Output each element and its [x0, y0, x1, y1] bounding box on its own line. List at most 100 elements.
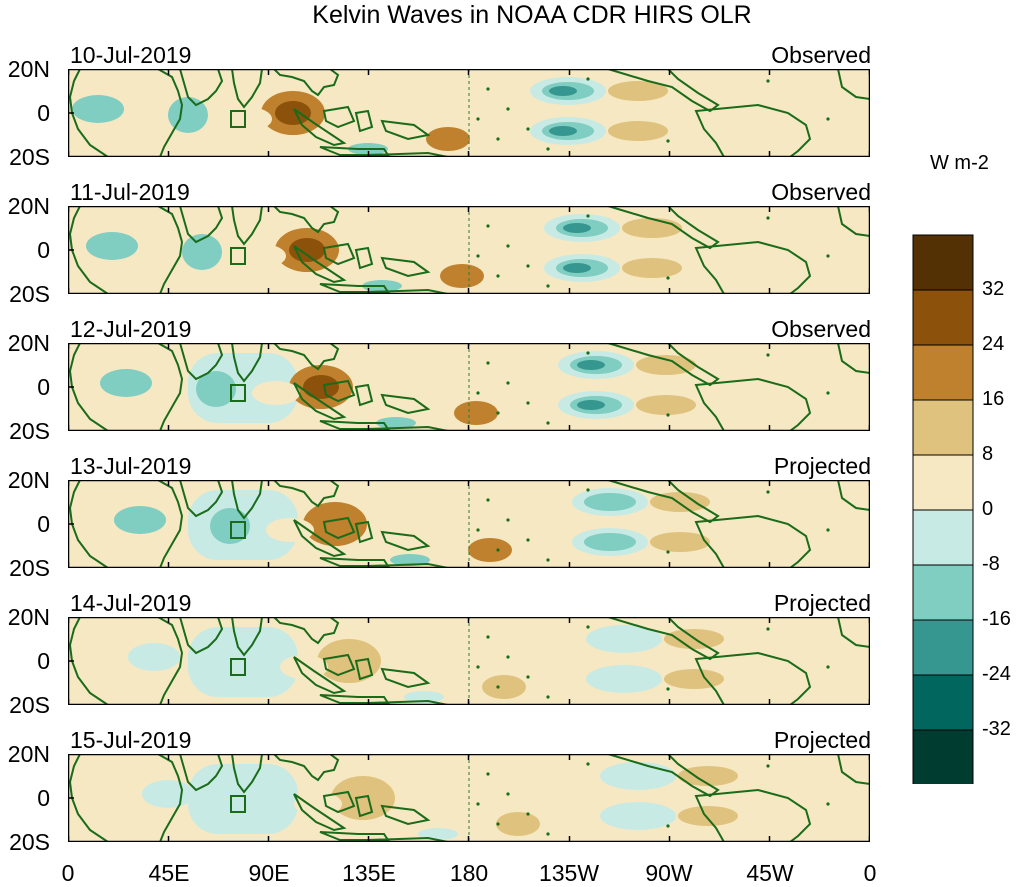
coastline [319, 694, 390, 704]
anomaly-contour [738, 784, 818, 824]
coastline [272, 343, 340, 371]
island-dot [546, 147, 550, 151]
coastline [293, 245, 347, 284]
coastline [607, 206, 720, 250]
anomaly-contour [636, 355, 696, 375]
island-dot [506, 244, 510, 248]
anomaly-contour [650, 532, 710, 552]
coastline [68, 617, 184, 705]
island-dot [496, 137, 500, 141]
region-box [230, 110, 246, 128]
island-dot [476, 254, 480, 258]
anomaly-contour [636, 395, 696, 415]
anomaly-contour [404, 691, 444, 703]
colorbar-swatch [912, 509, 974, 566]
y-tick-label: 20S [9, 144, 50, 170]
island-dot [666, 276, 670, 280]
coastline [836, 343, 870, 375]
anomaly-contour [678, 806, 738, 826]
y-tick-label: 0 [37, 511, 50, 537]
island-dot [526, 264, 530, 268]
colorbar-label: 8 [982, 443, 994, 465]
anomaly-contour [608, 81, 668, 101]
colorbar-label: 0 [982, 498, 994, 520]
anomaly-contour [317, 512, 353, 536]
colorbar-label: -32 [982, 718, 1011, 740]
anomaly-contour [549, 86, 577, 96]
colorbar-swatch [912, 619, 974, 676]
coastline [230, 206, 264, 246]
coastline [322, 379, 356, 403]
x-tick-label: 135E [342, 860, 396, 886]
olr-map-panel [68, 343, 870, 431]
x-tick-label: 90E [248, 860, 290, 886]
colorbar-label: 32 [982, 278, 1005, 300]
y-tick-label: 0 [37, 237, 50, 263]
anomaly-contour [238, 782, 278, 818]
coastline [230, 617, 264, 657]
anomaly-contour [496, 812, 540, 836]
coastline [68, 343, 184, 431]
anomaly-contour [622, 218, 682, 238]
coastline [293, 519, 347, 558]
coastline [293, 793, 347, 832]
olr-map-panel [68, 206, 870, 294]
anomaly-contour [678, 766, 738, 786]
island-dot [586, 214, 590, 218]
anomaly-contour [563, 263, 591, 273]
anomaly-contour [664, 669, 724, 689]
island-dot [766, 627, 770, 631]
olr-map-panel [68, 480, 870, 568]
anomaly-contour [577, 360, 605, 370]
coastline [354, 520, 374, 544]
coastline [380, 530, 431, 552]
x-tick-label: 135W [538, 860, 600, 886]
colorbar-label: 24 [982, 333, 1005, 355]
island-dot [766, 353, 770, 357]
colorbar-swatch [912, 399, 974, 456]
coastline [68, 206, 184, 294]
coastline [322, 105, 356, 129]
panel-status: Projected [773, 590, 871, 616]
map-title: Kelvin Waves in NOAA CDR HIRS OLR [312, 1, 752, 29]
anomaly-contour [238, 244, 286, 268]
coastline [836, 69, 870, 101]
island-dot [506, 792, 510, 796]
coastline [836, 206, 870, 238]
anomaly-contour [619, 771, 647, 781]
coastline [178, 69, 224, 107]
panel-status: Observed [771, 42, 871, 68]
coastline [319, 557, 390, 567]
coastline [354, 383, 374, 407]
island-dot [666, 824, 670, 828]
island-dot [496, 548, 500, 552]
coastline [319, 831, 390, 841]
island-dot [526, 127, 530, 131]
x-tick-label: 45W [746, 860, 794, 886]
island-dot [586, 351, 590, 355]
coastline [836, 480, 870, 512]
panel-status: Projected [773, 453, 871, 479]
coastline [272, 480, 340, 508]
island-dot [496, 822, 500, 826]
x-tick-label: 45E [148, 860, 190, 886]
coastline [380, 256, 431, 278]
island-dot [666, 139, 670, 143]
coastline [607, 69, 720, 113]
island-dot [496, 411, 500, 415]
coastline [694, 788, 812, 842]
colorbar-swatch [912, 289, 974, 346]
island-dot [526, 812, 530, 816]
island-dot [486, 772, 490, 776]
anomaly-contour [591, 537, 619, 547]
anomaly-contour [605, 634, 633, 644]
anomaly-contour [390, 554, 430, 566]
y-tick-label: 0 [37, 785, 50, 811]
coastline [319, 420, 390, 430]
anomaly-contour [605, 674, 633, 684]
olr-map-panel [68, 617, 870, 705]
colorbar [912, 234, 974, 784]
y-tick-label: 20S [9, 829, 50, 855]
coastline [230, 69, 264, 109]
island-dot [826, 117, 830, 121]
